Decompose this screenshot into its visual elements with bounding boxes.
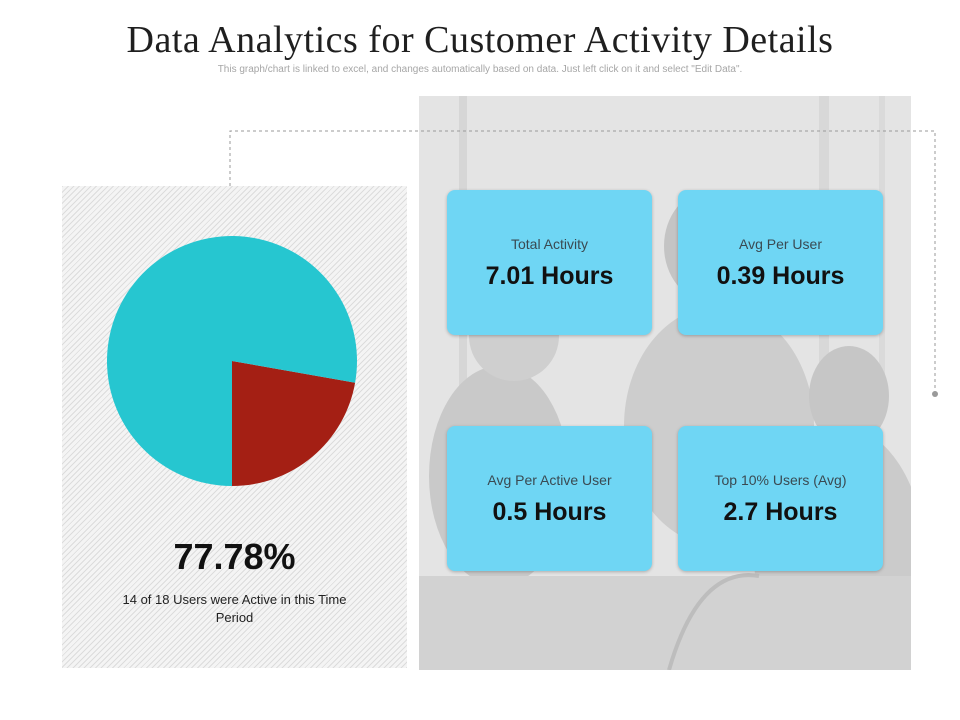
card-value: 0.39 Hours xyxy=(716,262,845,290)
pie-slice-inactive[interactable] xyxy=(232,361,356,486)
avg-per-active-user-card[interactable]: Avg Per Active User 0.5 Hours xyxy=(447,426,652,571)
page-subtitle: This graph/chart is linked to excel, and… xyxy=(217,64,743,75)
page-title: Data Analytics for Customer Activity Det… xyxy=(126,19,834,61)
chart-panel: 77.78% 14 of 18 Users were Active in thi… xyxy=(62,186,407,668)
top-10-percent-users-card[interactable]: Top 10% Users (Avg) 2.7 Hours xyxy=(678,426,883,571)
card-label: Total Activity xyxy=(510,236,589,252)
card-value: 0.5 Hours xyxy=(492,498,607,526)
total-activity-card[interactable]: Total Activity 7.01 Hours xyxy=(447,190,652,335)
active-users-pie-chart[interactable] xyxy=(102,231,362,491)
card-label: Top 10% Users (Avg) xyxy=(714,472,847,488)
active-percentage: 77.78% xyxy=(173,536,296,577)
card-value: 2.7 Hours xyxy=(723,498,838,526)
card-label: Avg Per Active User xyxy=(487,472,612,488)
background-photo xyxy=(419,96,911,670)
card-label: Avg Per User xyxy=(739,236,822,252)
active-users-caption: 14 of 18 Users were Active in this Time … xyxy=(122,592,347,625)
pie-slice-active[interactable] xyxy=(107,236,358,486)
avg-per-user-card[interactable]: Avg Per User 0.39 Hours xyxy=(678,190,883,335)
card-value: 7.01 Hours xyxy=(485,262,614,290)
